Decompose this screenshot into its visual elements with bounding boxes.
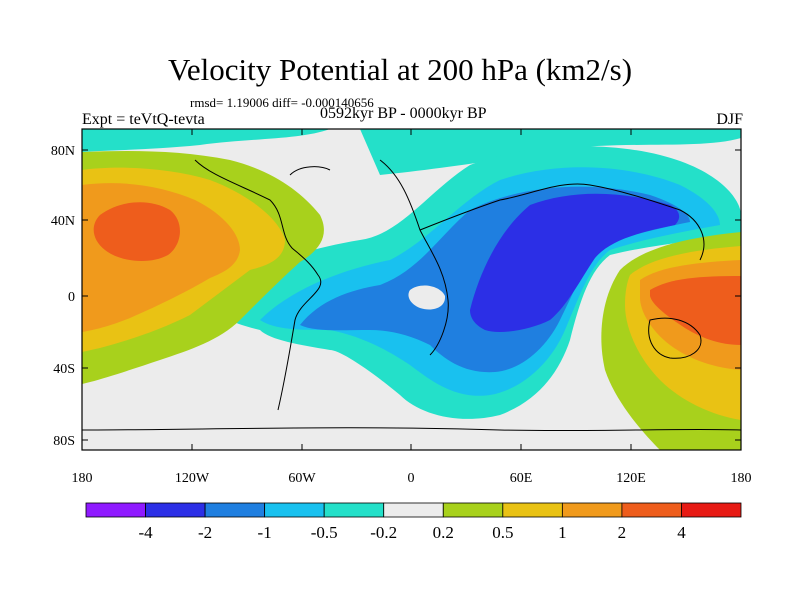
- colorbar-label: -0.5: [311, 523, 338, 542]
- lat-tick-label: 0: [68, 290, 75, 305]
- colorbar-label: 2: [618, 523, 627, 542]
- colorbar-swatch: [383, 502, 444, 518]
- colorbar-swatch: [323, 502, 385, 518]
- colorbar-label: -4: [138, 523, 153, 542]
- lon-tick-label: 60E: [510, 471, 533, 486]
- lat-tick-label: 80N: [51, 144, 75, 159]
- colorbar-swatch: [621, 502, 682, 518]
- lon-tick-label: 180: [731, 471, 752, 486]
- colorbar-label: 0.2: [433, 523, 454, 542]
- colorbar-swatch: [681, 502, 742, 518]
- colorbar-swatch: [204, 502, 266, 518]
- colorbar-swatch: [145, 502, 206, 518]
- lon-tick-label: 180: [72, 471, 93, 486]
- lat-tick-label: 80S: [53, 434, 75, 449]
- latitude-axis: 80N 40N 0 40S 80S: [51, 144, 741, 449]
- colorbar-label: -0.2: [370, 523, 397, 542]
- colorbar-swatch: [85, 502, 146, 518]
- colorbar-label: -2: [198, 523, 212, 542]
- lat-tick-label: 40S: [53, 362, 75, 377]
- colorbar: -4 -2 -1 -0.5 -0.2 0.2 0.5 1 2 4: [85, 502, 742, 542]
- colorbar-label: -1: [258, 523, 272, 542]
- colorbar-label: 4: [677, 523, 686, 542]
- colorbar-swatch: [442, 502, 504, 518]
- lon-tick-label: 0: [408, 471, 415, 486]
- colorbar-label: 0.5: [492, 523, 513, 542]
- lon-tick-label: 120E: [616, 471, 646, 486]
- lat-tick-label: 40N: [51, 214, 75, 229]
- contour-field: [82, 129, 741, 450]
- stats-text: rmsd= 1.19006 diff= -0.000140656: [190, 95, 374, 110]
- period-label: 0592kyr BP - 0000kyr BP: [320, 105, 487, 122]
- longitude-axis: 180 120W 60W 0 60E 120E 180: [72, 129, 752, 486]
- lon-tick-label: 120W: [175, 471, 210, 486]
- colorbar-swatch: [502, 502, 563, 518]
- colorbar-swatch: [264, 502, 325, 518]
- colorbar-label: 1: [558, 523, 567, 542]
- season-label: DJF: [716, 111, 743, 128]
- lon-tick-label: 60W: [288, 471, 316, 486]
- colorbar-swatch: [561, 502, 623, 518]
- map-title: Velocity Potential at 200 hPa (km2/s): [167, 52, 633, 87]
- experiment-label: Expt = teVtQ-tevta: [82, 111, 205, 128]
